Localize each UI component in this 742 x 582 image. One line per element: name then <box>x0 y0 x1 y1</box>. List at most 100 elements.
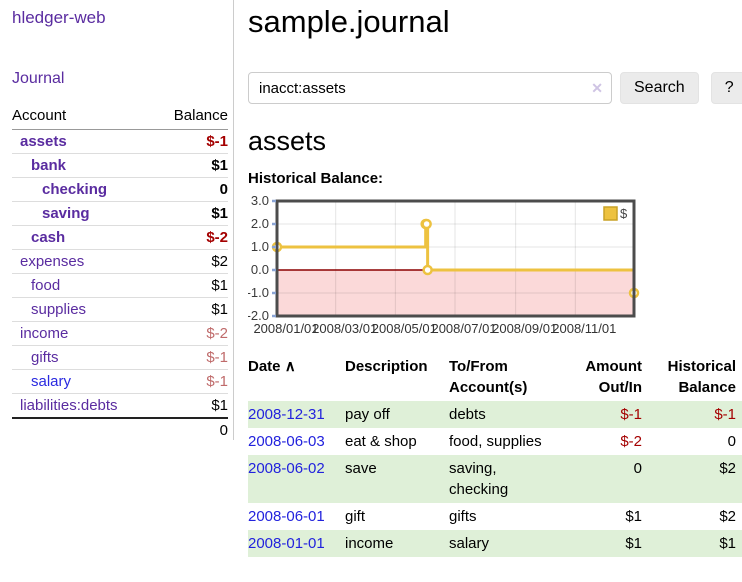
svg-text:0.0: 0.0 <box>251 262 269 277</box>
column-header-balance: Historical Balance <box>667 358 736 396</box>
chart-title: Historical Balance: <box>248 170 384 187</box>
svg-text:2.0: 2.0 <box>251 216 269 231</box>
register-accounts: saving, checking <box>449 455 567 503</box>
sidebar-item-journal[interactable]: Journal <box>12 70 65 87</box>
account-row: bank $1 <box>12 153 228 178</box>
svg-text:2008/05/01: 2008/05/01 <box>372 321 437 336</box>
register-date-link[interactable]: 2008-12-31 <box>248 406 325 423</box>
svg-text:2008/09/01: 2008/09/01 <box>492 321 557 336</box>
accounts-header-account: Account <box>12 104 155 130</box>
account-balance: $2 <box>154 249 228 274</box>
column-header-amount: Amount Out/In <box>585 358 642 396</box>
svg-text:1.0: 1.0 <box>251 239 269 254</box>
account-link-checking[interactable]: checking <box>42 181 108 198</box>
column-header-description: Description <box>345 358 428 375</box>
account-row: assets $-1 <box>12 129 228 154</box>
register-balance: 0 <box>727 433 736 450</box>
register-description: eat & shop <box>345 433 417 450</box>
register-row: 2008-01-01 income salary $1 $1 <box>248 530 742 557</box>
clear-search-icon[interactable]: ✕ <box>591 80 603 96</box>
legend-label: $ <box>620 206 628 221</box>
chart-svg: 3.0 2.0 1.0 0.0 -1.0 -2.02008/01/012008/03/01… <box>247 193 640 336</box>
page-title: sample.journal <box>248 4 450 39</box>
register-accounts: gifts <box>449 508 477 525</box>
register-balance: $-1 <box>650 401 742 428</box>
register-row: 2008-06-03 eat & shop food, supplies $-2 0 <box>248 428 742 455</box>
account-link-supplies[interactable]: supplies <box>31 301 87 318</box>
account-row: food $1 <box>12 273 228 298</box>
account-row: income $-2 <box>12 321 228 346</box>
account-row: salary $-1 <box>12 369 228 394</box>
account-row: checking 0 <box>12 177 228 202</box>
register-row: 2008-06-02 save saving, checking 0 $2 <box>248 455 742 503</box>
svg-text:2008/01/01: 2008/01/01 <box>253 321 318 336</box>
register-amount: 0 <box>567 455 650 503</box>
register-balance: $1 <box>650 530 742 557</box>
account-link-food[interactable]: food <box>31 277 61 294</box>
historical-balance-chart: 3.0 2.0 1.0 0.0 -1.0 -2.0 2008/01/01 2008/03/01… <box>247 193 742 341</box>
account-link-bank[interactable]: bank <box>31 157 67 174</box>
register-accounts: food, supplies <box>449 433 542 450</box>
column-header-date[interactable]: Date ∧ <box>248 358 296 375</box>
register-description: income <box>345 530 449 557</box>
account-heading: assets <box>248 126 327 156</box>
account-link-liabilities-debts[interactable]: liabilities:debts <box>20 397 118 414</box>
register-amount: $-2 <box>620 433 642 450</box>
account-link-saving[interactable]: saving <box>42 205 90 222</box>
account-row: expenses $2 <box>12 249 228 274</box>
account-row: cash $-2 <box>12 225 228 250</box>
register-date-link[interactable]: 2008-06-02 <box>248 460 325 477</box>
register-description: save <box>345 455 449 503</box>
sidebar: hledger-web Journal Account Balance asse… <box>12 8 228 442</box>
account-link-income[interactable]: income <box>20 325 69 342</box>
main-content: sample.journal ✕ Search ? assets Histori… <box>247 0 742 557</box>
account-link-expenses[interactable]: expenses <box>20 253 85 270</box>
register-date-link[interactable]: 2008-01-01 <box>248 535 325 552</box>
account-link-gifts[interactable]: gifts <box>31 349 59 366</box>
register-body: 2008-12-31 pay off debts $-1 $-1 2008-06-03 ea… <box>248 401 742 557</box>
account-balance: $1 <box>154 393 228 419</box>
search-input[interactable] <box>248 72 612 104</box>
sidebar-accounts-body: assets $-1 bank $1 checking 0 saving $1 cash $-2 e… <box>12 129 228 419</box>
register-description: pay off <box>345 401 449 428</box>
register-amount: $-1 <box>567 401 650 428</box>
account-balance: 0 <box>154 177 228 202</box>
search-row: ✕ Search ? <box>248 72 742 104</box>
sort-asc-icon: ∧ <box>284 358 296 375</box>
register-date-link[interactable]: 2008-06-03 <box>248 433 325 450</box>
help-button[interactable]: ? <box>710 72 742 104</box>
register-description: gift <box>345 508 366 525</box>
register-row: 2008-06-01 gift gifts $1 $2 <box>248 503 742 530</box>
register-header-row: Date ∧ Description To/From Account(s) Am… <box>248 353 742 401</box>
register-table: Date ∧ Description To/From Account(s) Am… <box>248 353 742 557</box>
app-title-link[interactable]: hledger-web <box>12 8 106 27</box>
svg-text:3.0: 3.0 <box>251 195 269 208</box>
account-balance: $-1 <box>154 345 228 370</box>
sidebar-divider <box>233 0 234 440</box>
account-balance: $-2 <box>154 321 228 346</box>
register-accounts: salary <box>449 530 567 557</box>
legend-swatch <box>603 206 618 221</box>
search-button[interactable]: Search <box>620 72 699 104</box>
account-link-cash[interactable]: cash <box>31 229 66 246</box>
svg-text:2008/03/01: 2008/03/01 <box>312 321 377 336</box>
account-link-salary[interactable]: salary <box>31 373 72 390</box>
account-balance: $1 <box>154 297 228 322</box>
register-date-link[interactable]: 2008-06-01 <box>248 508 325 525</box>
account-link-assets[interactable]: assets <box>20 133 67 150</box>
register-row: 2008-12-31 pay off debts $-1 $-1 <box>248 401 742 428</box>
register-amount: $1 <box>625 508 642 525</box>
account-row: saving $1 <box>12 201 228 226</box>
accounts-total-row: 0 <box>12 417 228 442</box>
register-balance: $2 <box>650 455 742 503</box>
account-balance: $1 <box>154 153 228 178</box>
svg-text:2008/07/01: 2008/07/01 <box>431 321 496 336</box>
svg-text:-2.0: -2.0 <box>248 308 269 323</box>
account-balance: $1 <box>154 201 228 226</box>
account-row: liabilities:debts $1 <box>12 393 228 419</box>
account-row: supplies $1 <box>12 297 228 322</box>
account-balance: $-1 <box>154 129 228 154</box>
accounts-total-value: 0 <box>154 417 228 442</box>
register-balance: $2 <box>719 508 736 525</box>
account-balance: $1 <box>154 273 228 298</box>
